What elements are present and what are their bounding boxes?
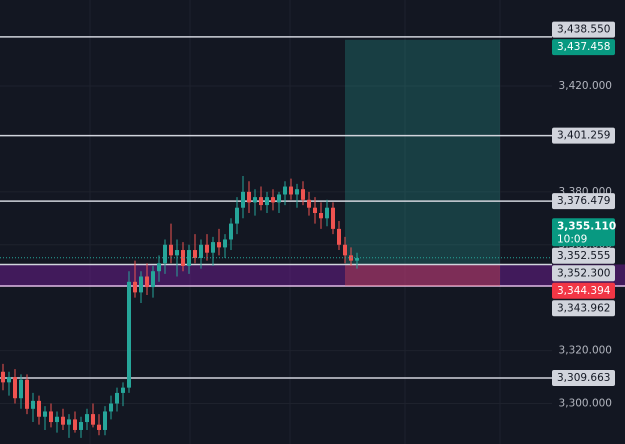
candle-body [103,411,107,430]
y-tick-label: 3,420.000 [559,80,612,92]
candle-body [175,250,179,256]
candle-body [217,242,221,248]
candle-body [85,414,89,423]
price-label: 3,376.479 [557,195,610,207]
position-loss [345,264,500,287]
price-label-box [552,300,615,317]
candle-body [55,416,59,423]
y-tick-label: 3,320.000 [559,345,612,357]
candle-body [289,186,293,195]
candle-body [271,197,275,203]
y-tick-label: 3,300.000 [559,398,612,410]
candle-body [145,276,149,288]
candle-body [319,213,323,219]
candle-body [265,197,269,206]
price-label-box [552,39,615,56]
candle-body [7,377,11,383]
price-label-box [552,21,615,38]
candle-body [109,403,113,412]
candle-body [325,207,329,219]
candle-body [337,228,341,245]
candle-body [31,400,35,409]
candle-body [151,271,155,288]
candle-body [115,392,119,404]
price-label-box [552,247,615,264]
candle-body [163,244,167,264]
candle-body [223,239,227,248]
candle-body [73,419,77,430]
candle-body [91,414,95,425]
candle-body [193,250,197,258]
price-label-box [552,282,615,299]
countdown-label: 10:09 [557,233,587,245]
price-label: 3,438.550 [557,24,610,36]
candle-body [37,400,41,417]
price-label: 3,401.259 [557,130,610,142]
candle-body [229,223,233,240]
candle-body [301,189,305,200]
candle-body [139,276,143,293]
candle-body [67,419,71,425]
candle-body [133,281,137,293]
candle-body [253,197,257,203]
price-label-box [552,127,615,144]
price-label-box [552,265,615,282]
candle-body [199,244,203,258]
candle-body [247,191,251,203]
candle-body [343,244,347,256]
price-label-box [552,218,615,247]
candle-body [121,387,125,393]
candle-body [1,371,5,383]
candle-body [295,189,299,195]
candle-body [259,197,263,206]
current-price-label: 3,355.110 [557,220,616,232]
candle-body [283,186,287,195]
candle-body [157,263,161,272]
price-label: 3,352.300 [557,267,610,279]
candle-body [355,257,359,261]
candle-body [61,416,65,425]
price-label: 3,352.555 [557,250,610,262]
candle-body [97,424,101,430]
candle-body [13,377,17,399]
candle-body [307,199,311,208]
price-label: 3,437.458 [557,41,610,53]
candle-body [331,207,335,229]
candle-body [211,242,215,253]
candle-body [205,244,209,253]
price-label: 3,344.394 [557,285,611,297]
price-label-box [552,193,615,210]
candle-body [169,244,173,256]
price-label: 3,309.663 [557,372,610,384]
candle-body [25,379,29,409]
candle-body [313,207,317,214]
candle-body [19,379,23,399]
price-label: 3,343.962 [557,302,610,314]
vertical-grid [89,0,501,444]
candle-body [49,411,53,423]
candle-body [277,194,281,203]
zone-band [0,264,625,287]
candle-body [241,191,245,208]
candle-body [79,422,83,430]
candle-body [127,281,131,388]
position-profit [345,39,500,265]
price-label-box [552,369,615,386]
candle-body [43,411,47,417]
candle-body [235,207,239,224]
